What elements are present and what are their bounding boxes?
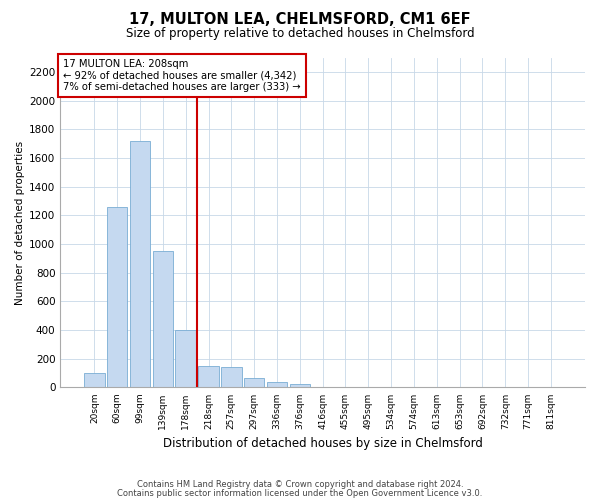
Text: 17 MULTON LEA: 208sqm
← 92% of detached houses are smaller (4,342)
7% of semi-de: 17 MULTON LEA: 208sqm ← 92% of detached …	[63, 59, 301, 92]
Bar	[175, 330, 196, 388]
Bar	[267, 382, 287, 388]
Bar	[244, 378, 265, 388]
Bar	[84, 373, 104, 388]
Text: Contains public sector information licensed under the Open Government Licence v3: Contains public sector information licen…	[118, 489, 482, 498]
Text: Contains HM Land Registry data © Crown copyright and database right 2024.: Contains HM Land Registry data © Crown c…	[137, 480, 463, 489]
X-axis label: Distribution of detached houses by size in Chelmsford: Distribution of detached houses by size …	[163, 437, 482, 450]
Text: 17, MULTON LEA, CHELMSFORD, CM1 6EF: 17, MULTON LEA, CHELMSFORD, CM1 6EF	[129, 12, 471, 28]
Bar	[130, 140, 151, 388]
Y-axis label: Number of detached properties: Number of detached properties	[15, 140, 25, 304]
Bar	[221, 366, 242, 388]
Bar	[107, 206, 127, 388]
Text: Size of property relative to detached houses in Chelmsford: Size of property relative to detached ho…	[125, 28, 475, 40]
Bar	[152, 251, 173, 388]
Bar	[290, 384, 310, 388]
Bar	[198, 366, 219, 388]
